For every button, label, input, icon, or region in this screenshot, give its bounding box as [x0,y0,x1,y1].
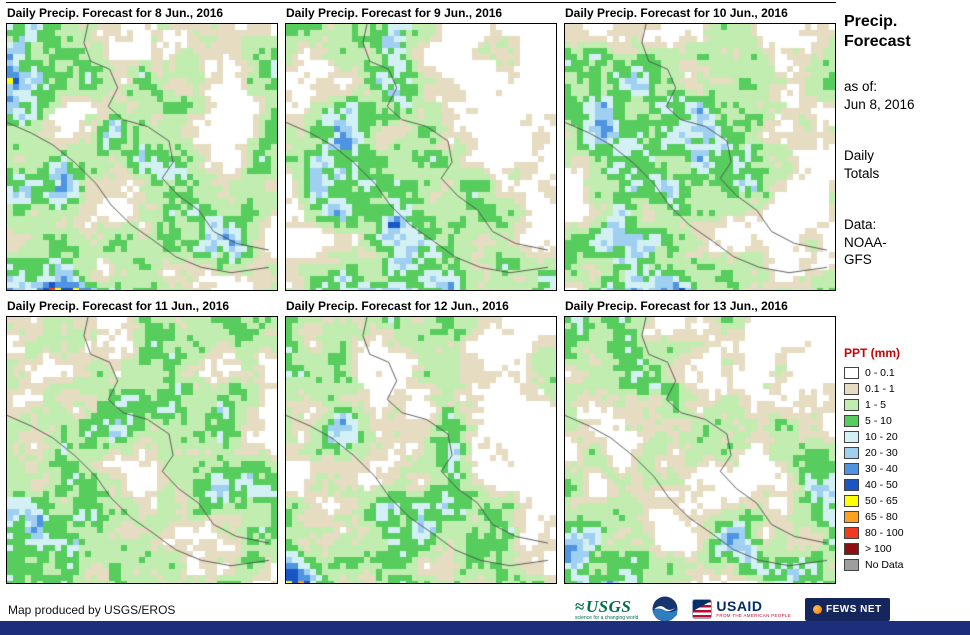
map-panel-title: Daily Precip. Forecast for 8 Jun., 2016 [7,6,224,20]
legend-row: 80 - 100 [844,525,966,541]
precip-map-jun11 [7,317,277,583]
legend-row: 65 - 80 [844,509,966,525]
legend-label: 40 - 50 [865,478,898,491]
legend-swatch [844,415,859,427]
totals-line1: Daily [844,148,875,164]
legend-row: 50 - 65 [844,493,966,509]
asof-date: Jun 8, 2016 [844,96,915,112]
legend-label: 20 - 30 [865,446,898,459]
legend-label: 1 - 5 [865,398,887,411]
legend-row: No Data [844,557,966,573]
legend-row: 20 - 30 [844,445,966,461]
fews-net-globe-icon [813,604,823,614]
noaa-logo [652,596,678,622]
data-source-block: Data: NOAA- GFS [844,216,966,269]
noaa-emblem-icon [652,596,678,622]
precip-map-jun8 [7,24,277,290]
precip-map-jun9 [286,24,556,290]
legend-entries: 0 - 0.1 0.1 - 1 1 - 5 5 - 10 10 - 20 20 - 30 3… [844,365,966,573]
map-credit: Map produced by USGS/EROS [8,603,176,617]
data-source-label: Data: [844,217,877,233]
legend-row: 30 - 40 [844,461,966,477]
legend-swatch [844,495,859,507]
data-source-line1: NOAA- [844,234,887,250]
legend-row: 0 - 0.1 [844,365,966,381]
legend-label: 5 - 10 [865,414,892,427]
map-panel-title: Daily Precip. Forecast for 9 Jun., 2016 [286,6,503,20]
legend-swatch [844,447,859,459]
page-title-line1: Precip. [844,13,898,30]
legend-row: > 100 [844,541,966,557]
page-title-line2: Forecast [844,33,911,50]
map-frame [285,316,557,584]
precip-legend: PPT (mm) 0 - 0.1 0.1 - 1 1 - 5 5 - 10 10 - 2… [844,346,966,573]
maps-grid: Daily Precip. Forecast for 8 Jun., 2016 … [6,2,836,584]
usaid-logo-tagline: FROM THE AMERICAN PEOPLE [716,613,792,619]
legend-swatch [844,527,859,539]
legend-title: PPT (mm) [844,346,901,360]
legend-swatch [844,399,859,411]
legend-label: 80 - 100 [865,526,904,539]
map-frame [564,316,836,584]
usaid-flag-icon [692,599,713,619]
legend-label: 50 - 65 [865,494,898,507]
fews-net-logo: FEWS NET [805,597,890,621]
legend-label: > 100 [865,542,892,555]
legend-swatch [844,463,859,475]
asof-block: as of: Jun 8, 2016 [844,78,966,113]
precip-map-jun13 [565,317,835,583]
legend-row: 40 - 50 [844,477,966,493]
map-panel-jun8: Daily Precip. Forecast for 8 Jun., 2016 [6,3,278,291]
bottom-bar [0,621,970,635]
legend-row: 1 - 5 [844,397,966,413]
legend-swatch [844,559,859,571]
legend-row: 10 - 20 [844,429,966,445]
precip-map-jun10 [565,24,835,290]
map-frame [6,316,278,584]
map-frame [6,23,278,291]
legend-label: 65 - 80 [865,510,898,523]
legend-swatch [844,543,859,555]
page-title: Precip. Forecast [844,12,966,52]
totals-block: Daily Totals [844,147,966,182]
usaid-logo-text: USAID [716,598,763,615]
legend-label: 0.1 - 1 [865,382,895,395]
legend-swatch [844,367,859,379]
map-panel-title: Daily Precip. Forecast for 11 Jun., 2016 [7,299,230,313]
map-panel-jun11: Daily Precip. Forecast for 11 Jun., 2016 [6,296,278,584]
data-source-line2: GFS [844,252,872,268]
legend-row: 5 - 10 [844,413,966,429]
legend-swatch [844,511,859,523]
legend-swatch [844,431,859,443]
map-panel-jun10: Daily Precip. Forecast for 10 Jun., 2016 [564,3,836,291]
legend-swatch [844,479,859,491]
legend-label: 10 - 20 [865,430,898,443]
map-panel-jun13: Daily Precip. Forecast for 13 Jun., 2016 [564,296,836,584]
asof-label: as of: [844,79,878,94]
map-frame [564,23,836,291]
legend-label: 0 - 0.1 [865,366,895,379]
legend-swatch [844,383,859,395]
legend-row: 0.1 - 1 [844,381,966,397]
usaid-logo-textcol: USAID FROM THE AMERICAN PEOPLE [716,599,791,619]
map-panel-title: Daily Precip. Forecast for 13 Jun., 2016 [565,299,788,313]
usgs-logo: USGS science for a changing world [575,598,638,621]
footer-logos: USGS science for a changing world USAID … [575,595,890,623]
usaid-logo: USAID FROM THE AMERICAN PEOPLE [692,599,791,619]
usgs-logo-text: USGS [575,598,638,615]
map-panel-jun9: Daily Precip. Forecast for 9 Jun., 2016 [285,3,557,291]
usgs-logo-tagline: science for a changing world [575,614,639,621]
legend-label: No Data [865,558,904,571]
map-panel-title: Daily Precip. Forecast for 10 Jun., 2016 [565,6,788,20]
map-panel-title: Daily Precip. Forecast for 12 Jun., 2016 [286,299,509,313]
legend-label: 30 - 40 [865,462,898,475]
map-panel-jun12: Daily Precip. Forecast for 12 Jun., 2016 [285,296,557,584]
totals-line2: Totals [844,165,880,181]
map-frame [285,23,557,291]
info-sidebar: Precip. Forecast as of: Jun 8, 2016 Dail… [844,12,966,269]
fews-net-logo-text: FEWS NET [826,603,882,615]
precip-map-jun12 [286,317,556,583]
